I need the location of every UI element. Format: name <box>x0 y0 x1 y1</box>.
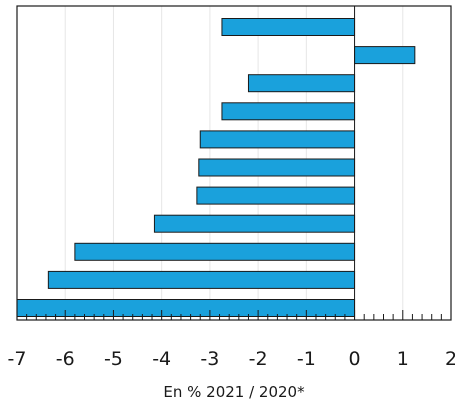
bar <box>221 18 356 36</box>
bar <box>198 158 356 177</box>
bar <box>247 74 356 93</box>
x-tick-label: -5 <box>104 348 123 370</box>
bars <box>16 18 416 317</box>
bar <box>199 130 356 149</box>
bar <box>47 270 356 289</box>
x-tick-label: -1 <box>297 348 316 370</box>
x-axis-title: En % 2021 / 2020* <box>163 383 305 401</box>
bar <box>153 214 356 233</box>
bar <box>196 186 356 205</box>
x-axis-ticks <box>16 310 452 320</box>
bar <box>16 299 356 317</box>
x-tick-label: 1 <box>397 348 409 370</box>
x-tick-label: -3 <box>200 348 219 370</box>
bar <box>354 46 416 65</box>
x-tick-label: -6 <box>56 348 75 370</box>
x-tick-label: 2 <box>445 348 455 370</box>
bar <box>221 102 356 121</box>
x-tick-label: -2 <box>249 348 268 370</box>
x-tick-label: -7 <box>8 348 27 370</box>
x-tick-label: 0 <box>349 348 361 370</box>
plot-frame <box>16 5 452 321</box>
bar <box>74 242 356 261</box>
axes <box>16 5 452 321</box>
x-axis-tick-labels: -7 -6 -5 -4 -3 -2 -1 0 1 2 <box>8 348 455 370</box>
x-tick-label: -4 <box>152 348 171 370</box>
